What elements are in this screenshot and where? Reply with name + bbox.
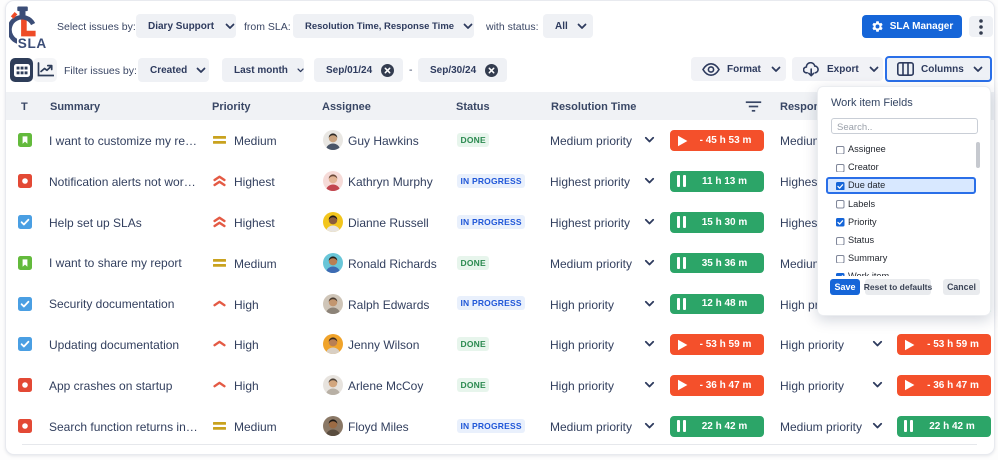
svg-text:SLA: SLA bbox=[18, 36, 47, 51]
